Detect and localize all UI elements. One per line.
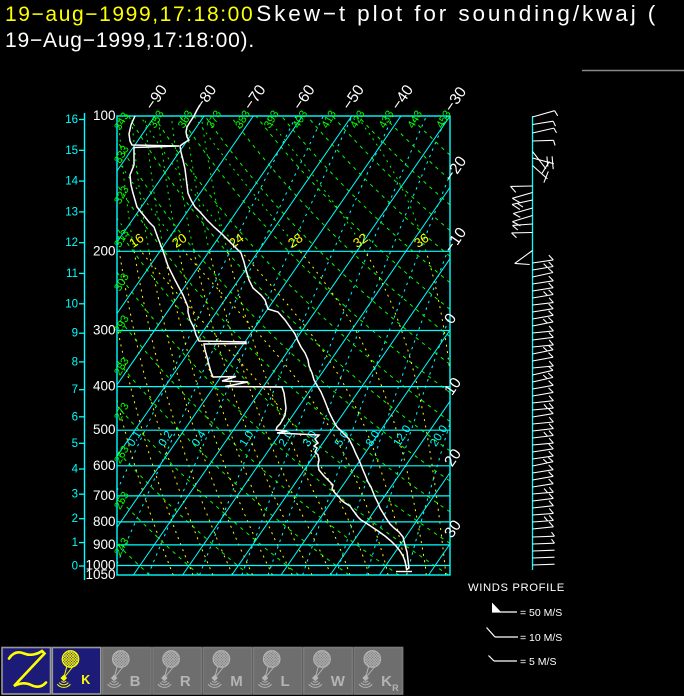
svg-text:12: 12 [65,237,78,249]
svg-text:30: 30 [441,517,465,541]
svg-text:11: 11 [66,268,78,280]
svg-text:700: 700 [93,488,116,503]
svg-text:8: 8 [72,356,78,368]
svg-text:R: R [392,683,399,693]
svg-text:R: R [180,673,191,690]
svg-text:10: 10 [65,298,78,310]
svg-text:2: 2 [72,513,78,525]
svg-text:6: 6 [72,411,78,423]
svg-text:3: 3 [72,489,78,501]
svg-text:19−aug−1999,17:18:00Skew−t plo: 19−aug−1999,17:18:00Skew−t plot for soun… [5,1,658,26]
svg-text:1050: 1050 [85,567,115,582]
svg-text:200: 200 [93,243,116,258]
svg-text:B: B [130,673,141,690]
svg-text:16: 16 [126,230,146,251]
svg-text:36: 36 [411,230,431,251]
svg-text:15: 15 [65,145,78,157]
svg-text:K: K [381,673,392,690]
svg-text:M: M [230,673,243,690]
svg-text:1: 1 [72,537,78,549]
svg-text:900: 900 [93,537,116,552]
svg-text:10: 10 [441,374,465,398]
svg-text:9: 9 [72,328,78,340]
svg-text:= 50 M/S: = 50 M/S [520,607,562,619]
svg-text:= 5 M/S: = 5 M/S [520,656,556,668]
svg-text:400: 400 [93,379,116,394]
svg-text:20: 20 [169,230,189,251]
svg-text:W: W [331,673,346,690]
svg-text:5: 5 [72,438,78,450]
svg-text:14: 14 [65,176,78,188]
svg-text:13: 13 [65,206,78,218]
svg-text:1000: 1000 [85,558,115,573]
svg-text:WINDS PROFILE: WINDS PROFILE [468,582,565,594]
svg-text:24: 24 [226,230,246,251]
svg-text:16: 16 [65,114,78,126]
svg-text:4: 4 [72,464,79,476]
svg-text:600: 600 [93,458,116,473]
svg-text:7: 7 [72,384,78,396]
svg-text:100: 100 [93,108,116,123]
svg-text:500: 500 [93,422,116,437]
svg-text:19−Aug−1999,17:18:00).: 19−Aug−1999,17:18:00). [5,29,255,52]
svg-text:32: 32 [350,230,370,251]
svg-text:28: 28 [285,230,305,251]
svg-text:0: 0 [72,561,78,573]
svg-text:20: 20 [441,446,465,470]
svg-text:800: 800 [93,514,116,529]
svg-text:= 10 M/S: = 10 M/S [520,632,562,644]
svg-text:300: 300 [93,323,116,338]
svg-text:L: L [281,673,290,690]
svg-text:K: K [81,673,90,687]
